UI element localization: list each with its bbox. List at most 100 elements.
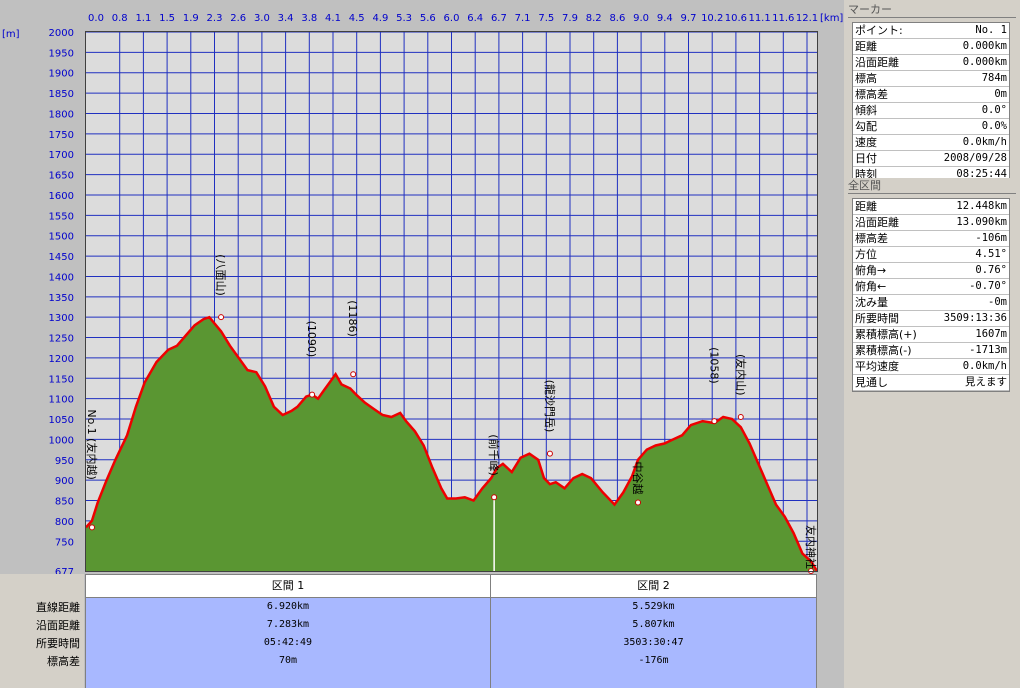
marker-value: 0.0km/h	[962, 136, 1007, 148]
marker-value: 0.000km	[962, 56, 1007, 68]
marker-value: 784m	[981, 72, 1007, 84]
all-section-key: 俯角←	[855, 280, 887, 293]
waypoint-marker[interactable]	[711, 418, 718, 425]
waypoint-marker[interactable]	[546, 450, 553, 457]
x-tick-label: 8.6	[609, 13, 625, 24]
section-2-straight-distance: 5.529km	[632, 601, 675, 612]
x-tick-label: 3.8	[301, 13, 317, 24]
section-2-values: 5.529km 5.807km 3503:30:47 -176m	[490, 598, 817, 688]
marker-value: 08:25:44	[956, 168, 1007, 180]
all-section-value: 4.51°	[975, 248, 1007, 260]
annotation-text: (1186)	[346, 300, 359, 337]
x-tick-label: 4.1	[325, 13, 341, 24]
section-1-elevation-diff: 70m	[278, 655, 298, 666]
y-unit-label: [m]	[2, 29, 20, 40]
marker-key: 時刻	[855, 168, 877, 181]
waypoint-marker[interactable]	[89, 524, 95, 531]
annotation-text: (1090)	[305, 321, 318, 358]
all-section-value: 1607m	[975, 328, 1007, 340]
all-section-key: 標高差	[855, 232, 888, 245]
y-tick-label: 1950	[49, 48, 74, 59]
annotation-label: (前千峰)	[487, 434, 501, 476]
section-2-surface-distance: 5.807km	[632, 619, 675, 630]
y-tick-label: 1300	[49, 313, 74, 324]
section-1-straight-distance: 6.920km	[266, 601, 310, 612]
marker-key: 標高差	[855, 88, 888, 101]
waypoint-marker[interactable]	[309, 391, 316, 398]
annotation-label: (八面山)	[214, 254, 227, 296]
marker-group-title: マーカー	[848, 2, 1016, 18]
x-tick-label: 9.0	[633, 13, 649, 24]
waypoint-marker[interactable]	[491, 494, 498, 501]
waypoint-marker[interactable]	[635, 499, 642, 506]
section-2-elevation-diff: -176m	[638, 655, 669, 666]
row-label-straight-distance: 直線距離	[36, 601, 80, 614]
y-tick-label: 1700	[49, 150, 74, 161]
x-tick-label: 4.9	[372, 13, 388, 24]
y-tick-label: 1600	[49, 191, 74, 202]
section-1-required-time: 05:42:49	[263, 637, 313, 648]
marker-key: 距離	[855, 40, 877, 53]
all-section-key: 沿面距離	[855, 216, 899, 229]
all-section-row: 平均速度 0.0km/h	[853, 359, 1009, 375]
marker-key: ポイント:	[855, 24, 903, 37]
y-tick-label: 1900	[49, 69, 74, 80]
y-tick-label: 1650	[49, 171, 74, 182]
elevation-profile-chart[interactable]: 0.0 0.8 1.1 1.5 1.9 2.3 2.6 3.0 3.4 3.8 4.1 4.5 4.9 5…	[0, 0, 844, 574]
y-tick-label: 1050	[49, 415, 74, 426]
x-tick-label: 7.5	[538, 13, 554, 24]
marker-key: 勾配	[855, 120, 877, 133]
marker-key: 沿面距離	[855, 56, 899, 69]
plot-frame	[85, 31, 818, 572]
all-section-row: 沈み量 -0m	[853, 295, 1009, 311]
x-tick-label: 11.6	[772, 13, 794, 24]
waypoint-marker[interactable]	[737, 414, 744, 420]
marker-key: 標高	[855, 72, 877, 85]
marker-row: 標高差 0m	[853, 87, 1009, 103]
marker-row: 距離 0.000km	[853, 39, 1009, 55]
all-section-value: 0.76°	[975, 264, 1007, 276]
x-tick-label: 2.6	[230, 13, 246, 24]
all-section-row: 距離 12.448km	[853, 199, 1009, 215]
profile-area	[86, 317, 817, 571]
all-section-row: 標高差 -106m	[853, 231, 1009, 247]
marker-value: No. 1	[975, 24, 1007, 36]
y-min-label: 677	[55, 567, 74, 574]
x-tick-label: 1.1	[135, 13, 151, 24]
x-tick-label: 1.5	[159, 13, 175, 24]
x-tick-label: 10.2	[701, 13, 723, 24]
row-label-required-time: 所要時間	[36, 637, 80, 650]
y-tick-label: 1150	[49, 374, 74, 385]
x-tick-label: 0.0	[88, 13, 104, 24]
waypoint-marker[interactable]	[218, 314, 225, 321]
y-tick-label: 850	[55, 497, 74, 508]
x-tick-label: 7.1	[515, 13, 531, 24]
all-section-row: 累積標高(+) 1607m	[853, 327, 1009, 343]
section-1-header[interactable]: 区間 1	[85, 574, 491, 598]
y-tick-label: 950	[55, 456, 74, 467]
y-tick-label: 1400	[49, 272, 74, 283]
all-section-row: 方位 4.51°	[853, 247, 1009, 263]
all-section-row: 俯角→ 0.76°	[853, 263, 1009, 279]
all-section-key: 方位	[855, 248, 877, 261]
all-section-key: 平均速度	[855, 360, 899, 373]
all-section-key: 見通し	[855, 376, 888, 389]
x-tick-label: 10.6	[725, 13, 747, 24]
all-section-table: 距離 12.448km 沿面距離 13.090km 標高差 -106m 方位 4.51° 俯角→…	[852, 198, 1010, 392]
annotation-text: (龍沙門岳)	[543, 380, 557, 433]
all-section-key: 所要時間	[855, 312, 899, 325]
x-tick-label: 3.4	[278, 13, 294, 24]
info-panel: マーカー ポイント: No. 1 距離 0.000km 沿面距離 0.000km 標高 784…	[844, 0, 1020, 688]
annotation-label: 中谷越	[631, 462, 645, 495]
marker-row: 速度 0.0km/h	[853, 135, 1009, 151]
y-tick-label: 1250	[49, 334, 74, 345]
y-tick-label: 1450	[49, 252, 74, 263]
marker-table: ポイント: No. 1 距離 0.000km 沿面距離 0.000km 標高 784m 標高差 0…	[852, 22, 1010, 184]
annotation-label: (1058)	[707, 347, 720, 384]
marker-row: 日付 2008/09/28	[853, 151, 1009, 167]
x-tick-label: 8.2	[586, 13, 602, 24]
y-tick-label: 1000	[49, 435, 74, 446]
x-tick-labels: 0.0 0.8 1.1 1.5 1.9 2.3 2.6 3.0 3.4 3.8 4.1 4.5 4.9 5…	[88, 13, 818, 24]
waypoint-marker[interactable]	[350, 371, 357, 378]
section-2-header[interactable]: 区間 2	[490, 574, 817, 598]
